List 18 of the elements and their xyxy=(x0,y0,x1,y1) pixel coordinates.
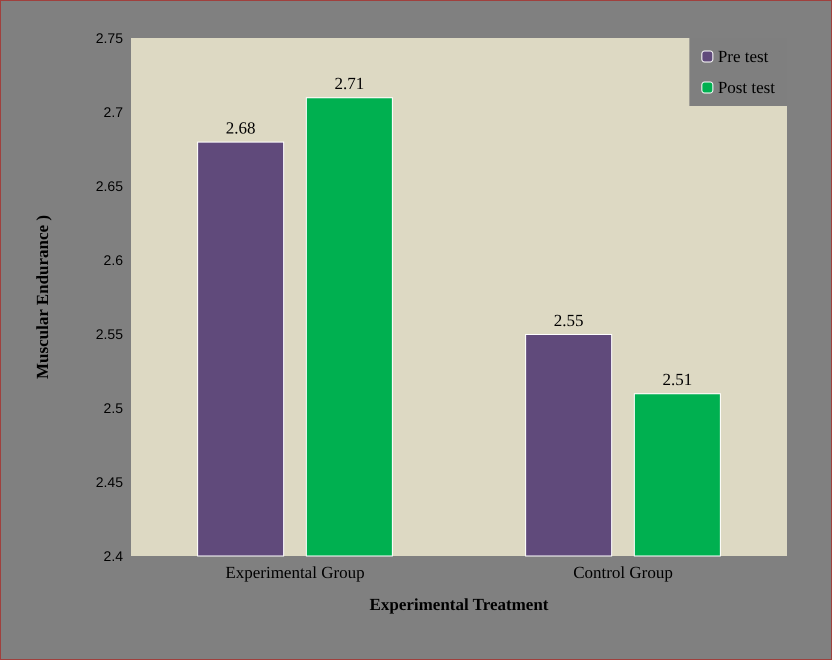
data-label: 2.68 xyxy=(226,118,256,138)
y-tick-label: 2.6 xyxy=(104,252,124,268)
data-label: 2.71 xyxy=(334,74,364,94)
y-tick-label: 2.65 xyxy=(96,178,124,194)
y-tick-label: 2.4 xyxy=(104,548,124,564)
data-label: 2.51 xyxy=(662,370,692,390)
x-tick-label: Control Group xyxy=(573,563,673,582)
legend-label: Post test xyxy=(718,78,776,97)
y-tick-label: 2.55 xyxy=(96,326,124,342)
x-tick-label: Experimental Group xyxy=(225,563,365,582)
legend-label: Pre test xyxy=(718,47,769,66)
y-tick-label: 2.5 xyxy=(104,400,124,416)
y-tick-label: 2.7 xyxy=(104,104,124,120)
y-axis-title: Muscular Endurance ) xyxy=(33,214,52,380)
y-tick-label: 2.45 xyxy=(96,474,124,490)
data-label: 2.55 xyxy=(554,311,584,330)
x-axis-title: Experimental Treatment xyxy=(370,595,549,614)
y-tick-label: 2.75 xyxy=(96,30,124,46)
